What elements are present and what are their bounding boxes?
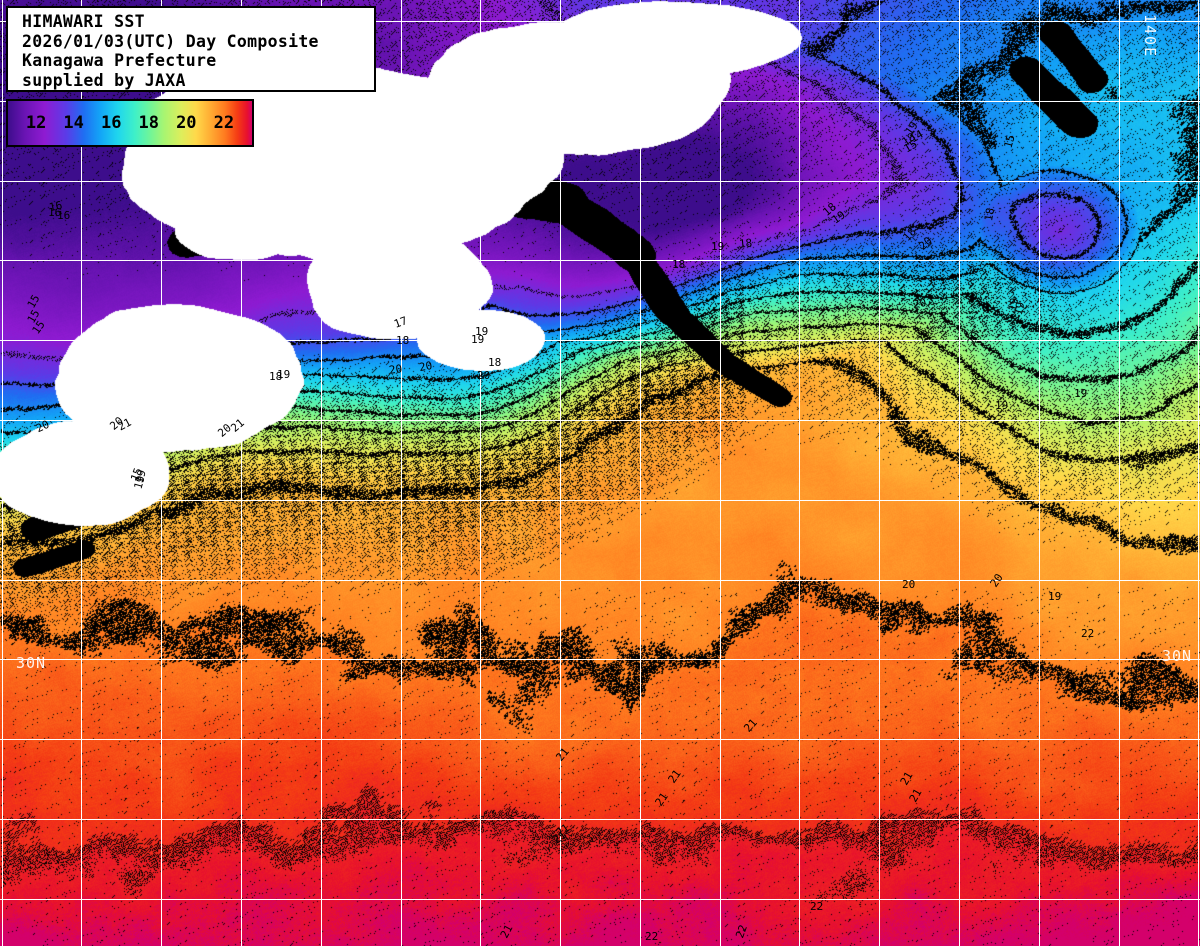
- colorbar: 12 14 16 18 20 22: [6, 99, 254, 147]
- title-line-date: 2026/01/03(UTC) Day Composite: [22, 31, 319, 51]
- title-line-supplier: supplied by JAXA: [22, 70, 186, 90]
- colorbar-gradient: [8, 101, 252, 145]
- title-line-region: Kanagawa Prefecture: [22, 51, 217, 71]
- colorbar-tick-20: 20: [176, 113, 197, 133]
- title-line-product: HIMAWARI SST: [22, 12, 145, 31]
- colorbar-tick-labels: 12 14 16 18 20 22: [8, 101, 252, 145]
- colorbar-tick-18: 18: [138, 113, 159, 133]
- colorbar-tick-14: 14: [63, 113, 84, 133]
- colorbar-tick-12: 12: [25, 113, 47, 133]
- colorbar-tick-16: 16: [100, 113, 122, 133]
- title-box: HIMAWARI SST 2026/01/03(UTC) Day Composi…: [6, 6, 376, 92]
- colorbar-tick-22: 22: [213, 113, 235, 133]
